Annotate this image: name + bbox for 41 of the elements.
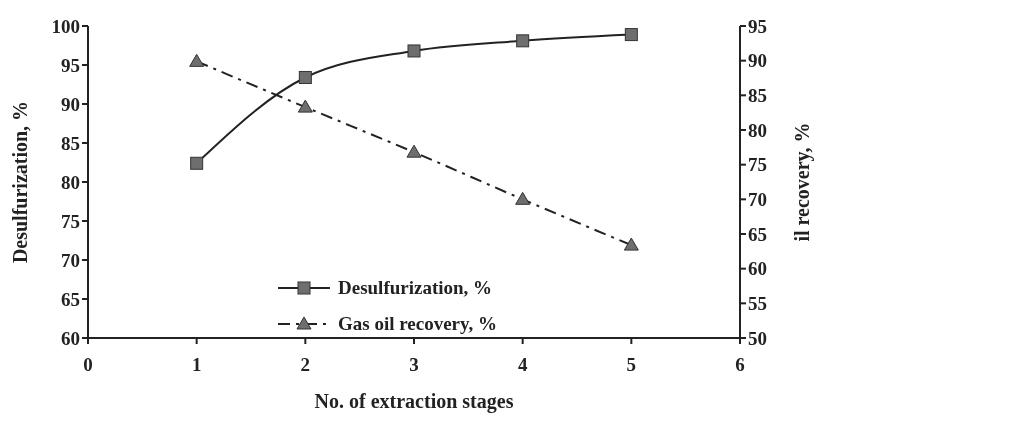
y-tick-label: 85 xyxy=(61,132,80,154)
y-tick-label: 65 xyxy=(61,288,80,310)
point xyxy=(624,28,638,42)
y-tick-label: 75 xyxy=(61,210,80,232)
y2-tick-label: 70 xyxy=(748,189,767,211)
point xyxy=(189,53,205,67)
point xyxy=(297,99,313,113)
y2-tick-label: 80 xyxy=(748,119,767,141)
y-tick-label: 95 xyxy=(61,54,80,76)
y2-axis-title: il recovery, % xyxy=(791,122,815,242)
x-tick-label: 1 xyxy=(191,354,202,376)
x-axis-title: No. of extraction stages xyxy=(314,390,514,413)
y-tick-label: 60 xyxy=(61,327,80,349)
x-tick-label: 2 xyxy=(300,354,311,376)
point xyxy=(406,144,422,158)
point xyxy=(407,44,421,58)
y2-tick-label: 90 xyxy=(748,50,767,72)
point xyxy=(515,191,531,205)
y-axis-title: Desulfurization, % xyxy=(9,100,32,264)
x-tick-label: 4 xyxy=(517,354,528,376)
y-tick-label: 70 xyxy=(61,249,80,271)
y2-tick-label: 75 xyxy=(748,154,767,176)
legend-label: Desulfurization, % xyxy=(338,277,493,299)
x-tick-label: 0 xyxy=(83,354,93,376)
x-tick-label: 6 xyxy=(735,354,745,376)
y2-tick-label: 50 xyxy=(748,327,767,349)
y2-tick-label: 95 xyxy=(748,15,767,37)
point xyxy=(190,156,204,170)
y2-tick-label: 60 xyxy=(748,258,767,280)
y2-tick-label: 55 xyxy=(748,293,767,315)
x-tick-label: 5 xyxy=(626,354,637,376)
y2-tick-label: 65 xyxy=(748,223,767,245)
point xyxy=(623,237,639,251)
x-tick-label: 3 xyxy=(409,354,419,376)
legend-label: Gas oil recovery, % xyxy=(338,313,498,335)
y2-tick-label: 85 xyxy=(748,85,767,107)
y-tick-label: 80 xyxy=(61,171,80,193)
point xyxy=(298,70,312,84)
y-tick-label: 100 xyxy=(51,15,80,37)
y-tick-label: 90 xyxy=(61,93,80,115)
point xyxy=(516,34,530,48)
